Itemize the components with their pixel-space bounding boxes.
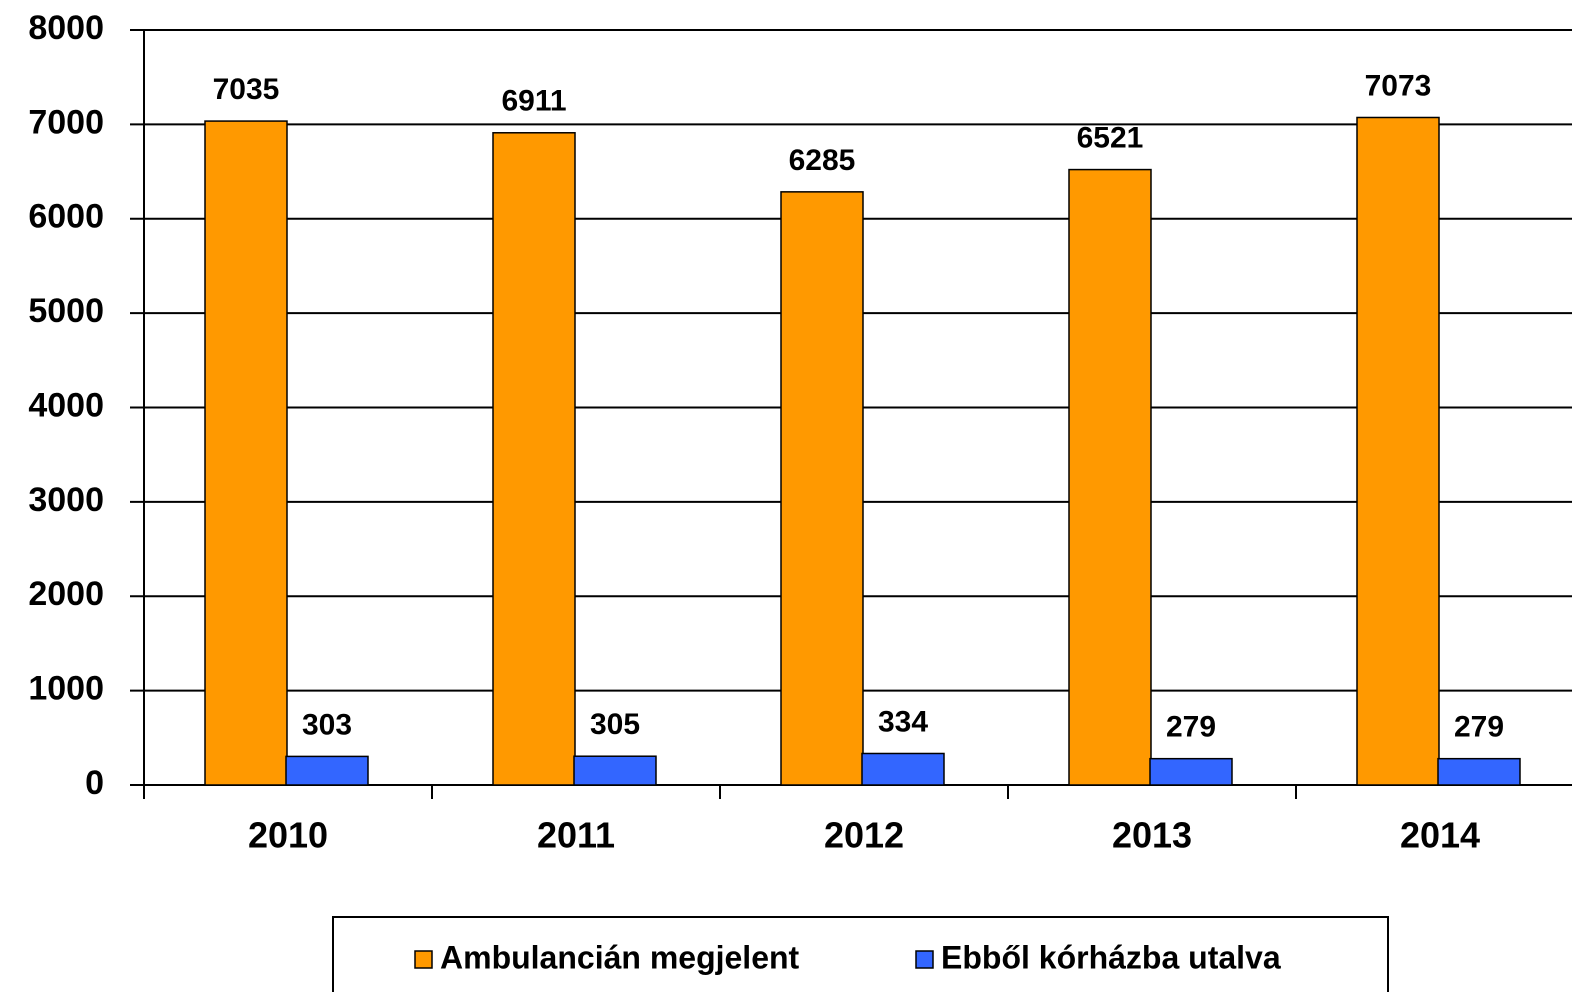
- y-tick-label: 5000: [28, 292, 104, 330]
- y-tick-label: 3000: [28, 481, 104, 519]
- y-tick-label: 4000: [28, 386, 104, 424]
- data-label: 303: [302, 708, 352, 741]
- data-label: 6911: [501, 85, 566, 118]
- data-label: 279: [1454, 711, 1504, 744]
- legend-label: Ebből kórházba utalva: [941, 939, 1281, 975]
- data-label: 279: [1166, 711, 1216, 744]
- bar: [204, 120, 288, 786]
- bar: [1437, 757, 1521, 786]
- data-label: 6285: [789, 144, 856, 177]
- bar: [573, 755, 657, 786]
- data-label: 334: [878, 705, 928, 738]
- x-tick-label: 2014: [1400, 815, 1480, 856]
- data-label: 305: [590, 708, 640, 741]
- legend-swatch: [414, 950, 433, 969]
- x-tick-label: 2013: [1112, 815, 1192, 856]
- y-tick-label: 0: [85, 764, 104, 802]
- x-tick-label: 2010: [248, 815, 328, 856]
- x-tick-label: 2011: [537, 815, 615, 856]
- y-tick-label: 6000: [28, 198, 104, 236]
- data-label: 7073: [1365, 69, 1432, 102]
- bar: [1149, 757, 1233, 786]
- legend-swatch: [915, 950, 934, 969]
- data-label: 7035: [213, 73, 280, 106]
- bar: [861, 752, 945, 786]
- bar: [780, 191, 864, 786]
- y-tick-label: 7000: [28, 103, 104, 141]
- legend-label: Ambulancián megjelent: [440, 939, 800, 975]
- x-tick-label: 2012: [824, 815, 904, 856]
- bar: [285, 755, 369, 786]
- y-tick-label: 2000: [28, 575, 104, 613]
- bar: [1068, 168, 1152, 786]
- bar: [1356, 116, 1440, 786]
- y-tick-label: 8000: [28, 9, 104, 47]
- data-label: 6521: [1077, 122, 1144, 155]
- legend-box: [332, 916, 1389, 992]
- y-tick-label: 1000: [28, 670, 104, 708]
- bar: [492, 132, 576, 786]
